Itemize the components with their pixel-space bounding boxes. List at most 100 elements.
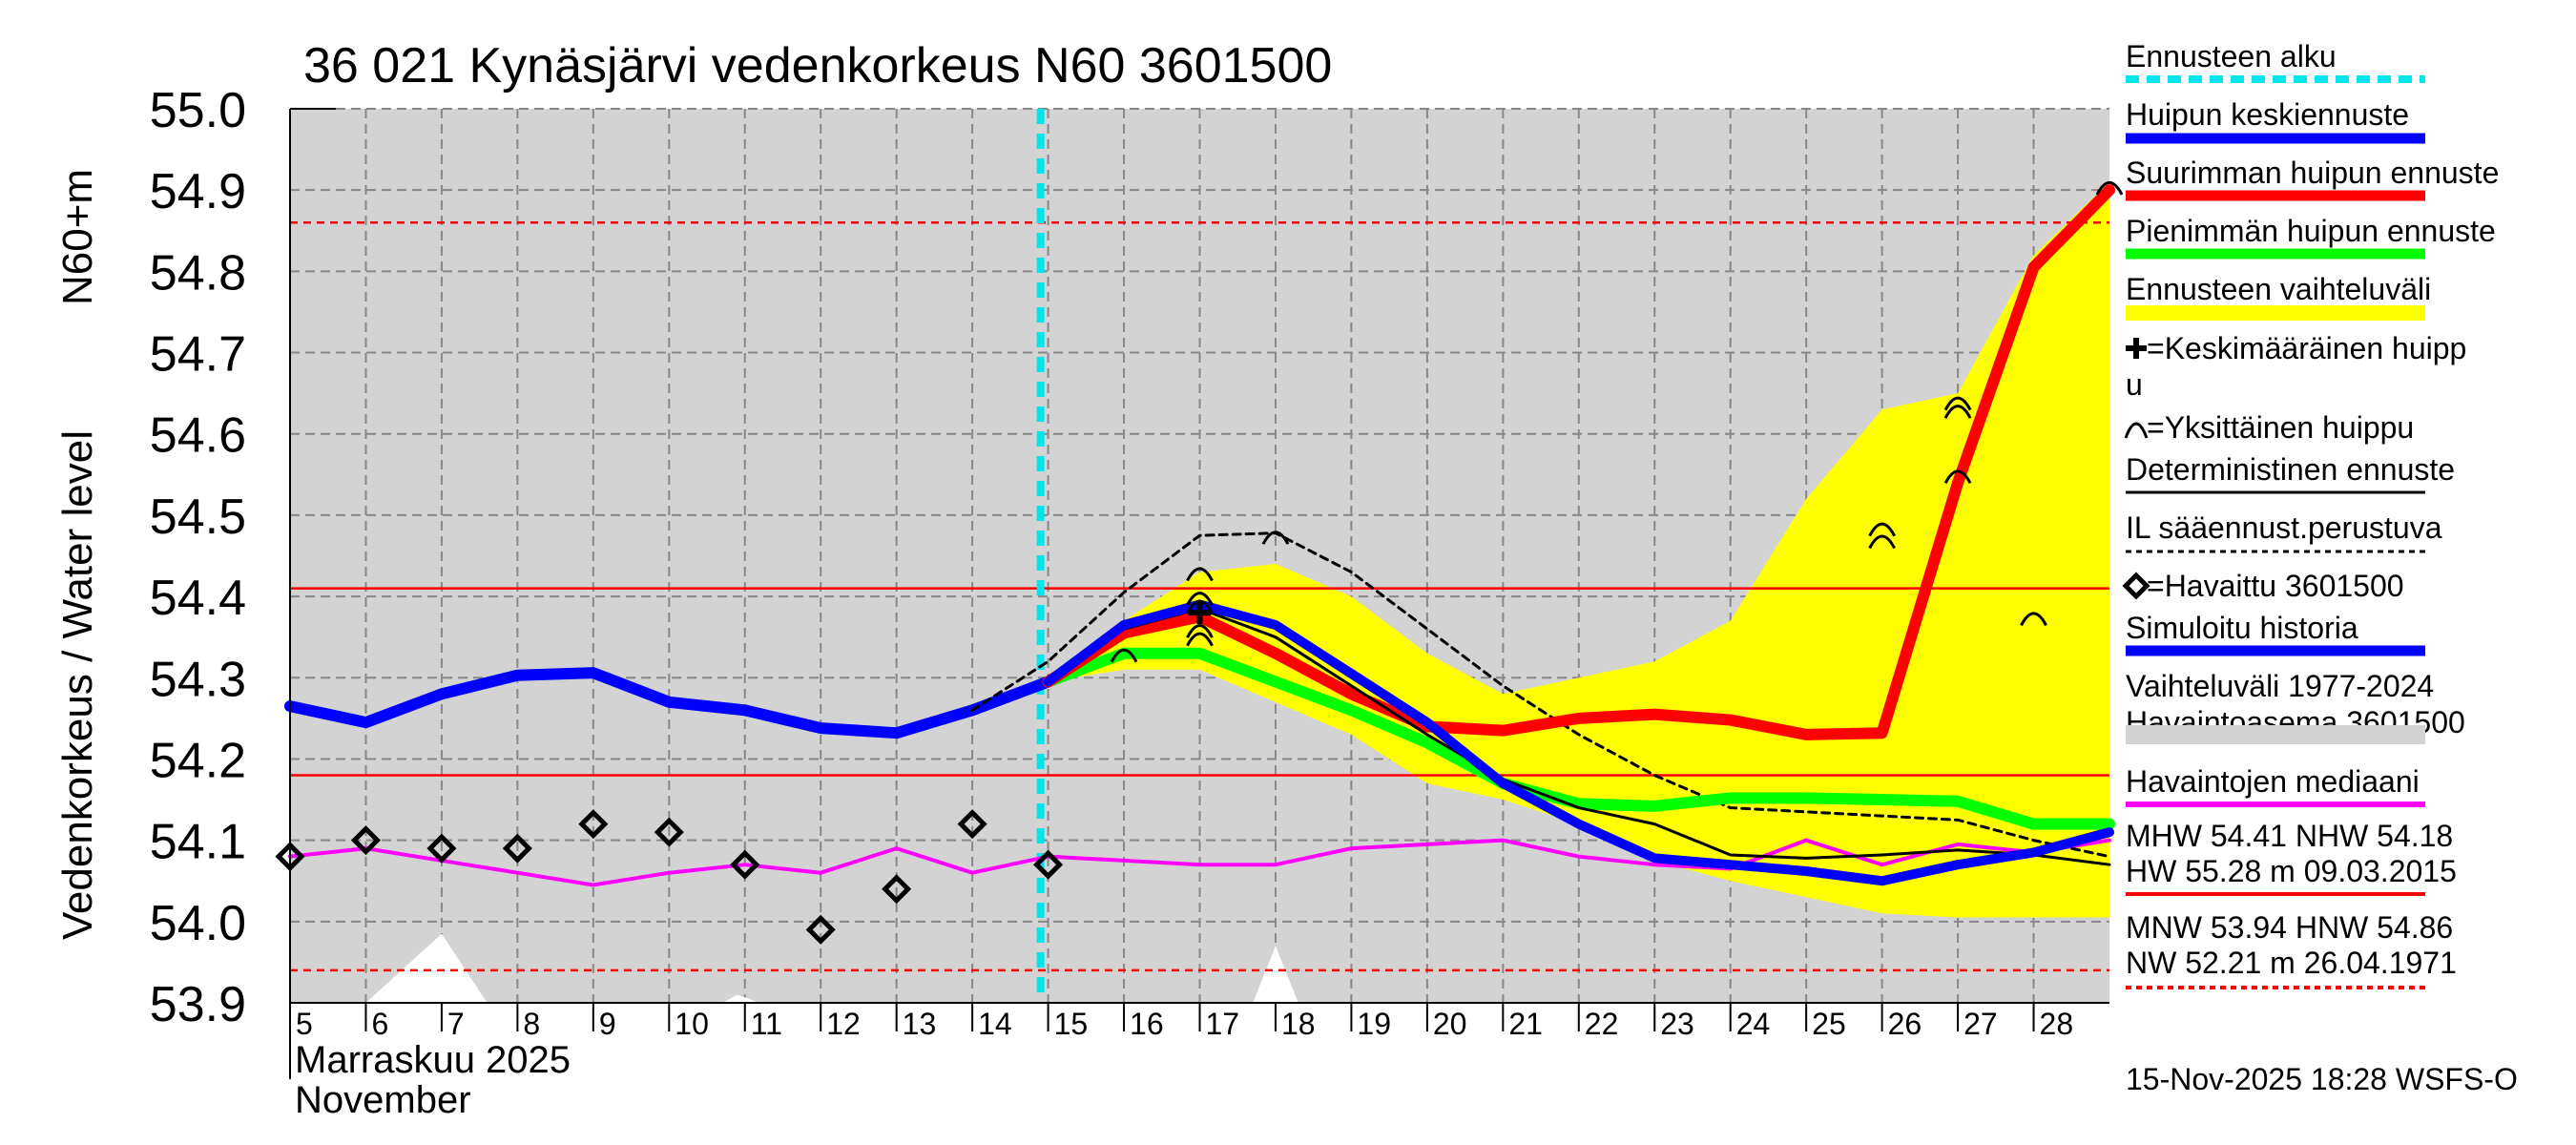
legend-label: =Keskimääräinen huipp (2147, 331, 2466, 365)
month-label-en: November (295, 1079, 471, 1121)
historical-range-shape (721, 994, 760, 1003)
observed-point (578, 809, 609, 840)
single-peak-marker (1186, 592, 1214, 606)
single-peak-marker (2095, 180, 2124, 196)
series-mean-forecast (1043, 599, 2114, 886)
y-tick-label: 55.0 (150, 83, 246, 138)
observed-point (882, 874, 912, 905)
observed-point (502, 833, 532, 864)
x-tick-label: 21 (1508, 1007, 1543, 1041)
series-simulated (284, 667, 1054, 739)
legend-arc-icon (2124, 422, 2149, 439)
single-peak-marker (1943, 405, 1972, 419)
stats-line-mnw: MNW 53.94 HNW 54.86 (2126, 910, 2453, 945)
observed-point (1033, 849, 1064, 880)
x-tick-label: 13 (903, 1007, 937, 1041)
y-tick-label: 54.0 (150, 896, 246, 951)
month-label-fi: Marraskuu 2025 (295, 1039, 571, 1081)
x-tick-label: 9 (599, 1007, 616, 1041)
x-tick-label: 23 (1660, 1007, 1694, 1041)
x-tick-label: 12 (826, 1007, 861, 1041)
y-tick-label: 54.3 (150, 652, 246, 707)
observed-point (350, 825, 381, 856)
x-tick-label: 18 (1281, 1007, 1316, 1041)
y-tick-label: 54.2 (150, 733, 246, 788)
legend-label: =Yksittäinen huippu (2147, 410, 2414, 445)
observed-point (730, 849, 760, 880)
y-tick-label: 54.1 (150, 815, 246, 870)
x-tick-label: 27 (1963, 1007, 1998, 1041)
legend-label: Ennusteen alku (2126, 39, 2337, 73)
x-tick-label: 11 (751, 1007, 782, 1041)
chart-title: 36 021 Kynäsjärvi vedenkorkeus N60 36015… (303, 38, 1332, 94)
single-peak-marker (1943, 396, 1972, 411)
y-tick-label: 54.7 (150, 327, 246, 383)
observed-point (805, 914, 836, 945)
legend-label: =Havaittu 3601500 (2147, 569, 2404, 603)
y-tick-label: 54.8 (150, 245, 246, 301)
markers (275, 180, 2124, 945)
legend-swatch (2126, 725, 2425, 744)
x-tick-label: 28 (2040, 1007, 2074, 1041)
legend: Ennusteen alku Huipun keskiennuste Suurimm… (2122, 39, 2499, 807)
legend-label: Havaintojen mediaani (2126, 764, 2420, 799)
legend-label-continued: u (2126, 367, 2143, 402)
y-tick-label: 54.5 (150, 489, 246, 545)
series-median (288, 838, 2111, 887)
x-tick-label: 6 (371, 1007, 388, 1041)
x-tick-label: 14 (978, 1007, 1012, 1041)
x-tick-label: 19 (1357, 1007, 1391, 1041)
historical-range-shape (1253, 946, 1298, 1003)
x-tick-label: 16 (1130, 1007, 1164, 1041)
x-tick-label: 25 (1812, 1007, 1846, 1041)
legend-label: Huipun keskiennuste (2126, 97, 2409, 132)
single-peak-marker (1261, 531, 1290, 545)
x-tick-label: 5 (296, 1007, 313, 1041)
series-max-peak (1042, 184, 2115, 740)
y-axis-label-unit: N60+m (54, 169, 101, 305)
x-tick-label: 22 (1585, 1007, 1619, 1041)
single-peak-marker (1868, 522, 1896, 537)
y-tick-label: 54.6 (150, 408, 246, 464)
single-peak-marker (1186, 632, 1214, 647)
observed-point (654, 817, 684, 847)
legend-label: Ennusteen vaihteluväli (2126, 272, 2431, 306)
reference-lines (290, 109, 2109, 1003)
y-tick-label: 54.9 (150, 164, 246, 219)
series-il-forecast (970, 531, 2111, 859)
y-tick-label: 53.9 (150, 977, 246, 1032)
y-axis-label-main: Vedenkorkeus / Water level (54, 430, 101, 940)
observed-point (426, 833, 457, 864)
x-tick-label: 17 (1206, 1007, 1240, 1041)
x-tick-label: 7 (447, 1007, 465, 1041)
single-peak-marker (1943, 469, 1972, 485)
single-peak-marker (1868, 534, 1896, 550)
legend-diamond-icon (2122, 572, 2150, 600)
series-min-peak (1042, 647, 2115, 830)
legend-label: Deterministinen ennuste (2126, 452, 2455, 487)
stats-line-nw: NW 52.21 m 26.04.1971 (2126, 946, 2457, 980)
legend-label: Suurimman huipun ennuste (2126, 156, 2499, 190)
footer-timestamp: 15-Nov-2025 18:28 WSFS-O (2126, 1062, 2518, 1096)
historical-range-shape (365, 933, 488, 1003)
y-tick-label: 54.4 (150, 571, 246, 626)
legend-swatch (2126, 305, 2425, 321)
x-tick-label: 10 (675, 1007, 709, 1041)
stats-line-hw: HW 55.28 m 09.03.2015 (2126, 854, 2457, 888)
legend-label: Pienimmän huipun ennuste (2126, 214, 2496, 248)
single-peak-marker (1186, 567, 1214, 582)
single-peak-marker (1186, 624, 1214, 638)
legend-label: IL sääennust.perustuva (2126, 510, 2442, 545)
x-tick-label: 15 (1054, 1007, 1089, 1041)
historical-range-shapes (365, 933, 1988, 1008)
legend-label: Simuloitu historia (2126, 611, 2358, 645)
x-tick-label: 20 (1433, 1007, 1467, 1041)
legend-label: Vaihteluväli 1977-2024 (2126, 669, 2434, 703)
historical-range-shape (1950, 1003, 1988, 1008)
single-peak-marker (1186, 599, 1214, 614)
stats-line-mhw: MHW 54.41 NHW 54.18 (2126, 819, 2453, 853)
single-peak-marker (2020, 612, 2047, 627)
single-peak-marker (1110, 648, 1138, 663)
observed-point (957, 809, 987, 840)
